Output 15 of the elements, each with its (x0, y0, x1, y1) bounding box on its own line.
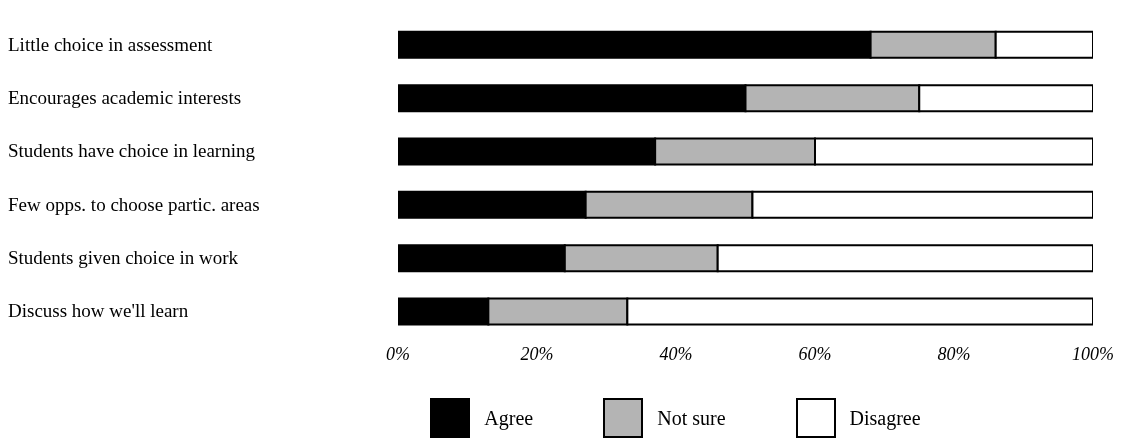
legend-label: Disagree (849, 406, 921, 430)
y-tick-label: Little choice in assessment (8, 33, 213, 55)
y-tick-label: Few opps. to choose partic. areas (8, 193, 260, 215)
y-tick-label: Students given choice in work (8, 247, 239, 268)
x-tick-label: 100% (1072, 344, 1114, 364)
x-tick-label: 20% (520, 344, 554, 364)
x-tick-label: 0% (386, 344, 410, 364)
x-tick-label: 60% (798, 344, 832, 364)
legend-label: Agree (484, 406, 534, 430)
legend-label: Not sure (657, 406, 726, 430)
x-tick-label: 80% (937, 344, 971, 364)
y-tick-label: Discuss how we'll learn (8, 300, 189, 322)
y-tick-label: Students have choice in learning (8, 140, 256, 162)
x-tick-label: 40% (659, 344, 693, 364)
y-tick-label: Encourages academic interests (8, 87, 242, 108)
